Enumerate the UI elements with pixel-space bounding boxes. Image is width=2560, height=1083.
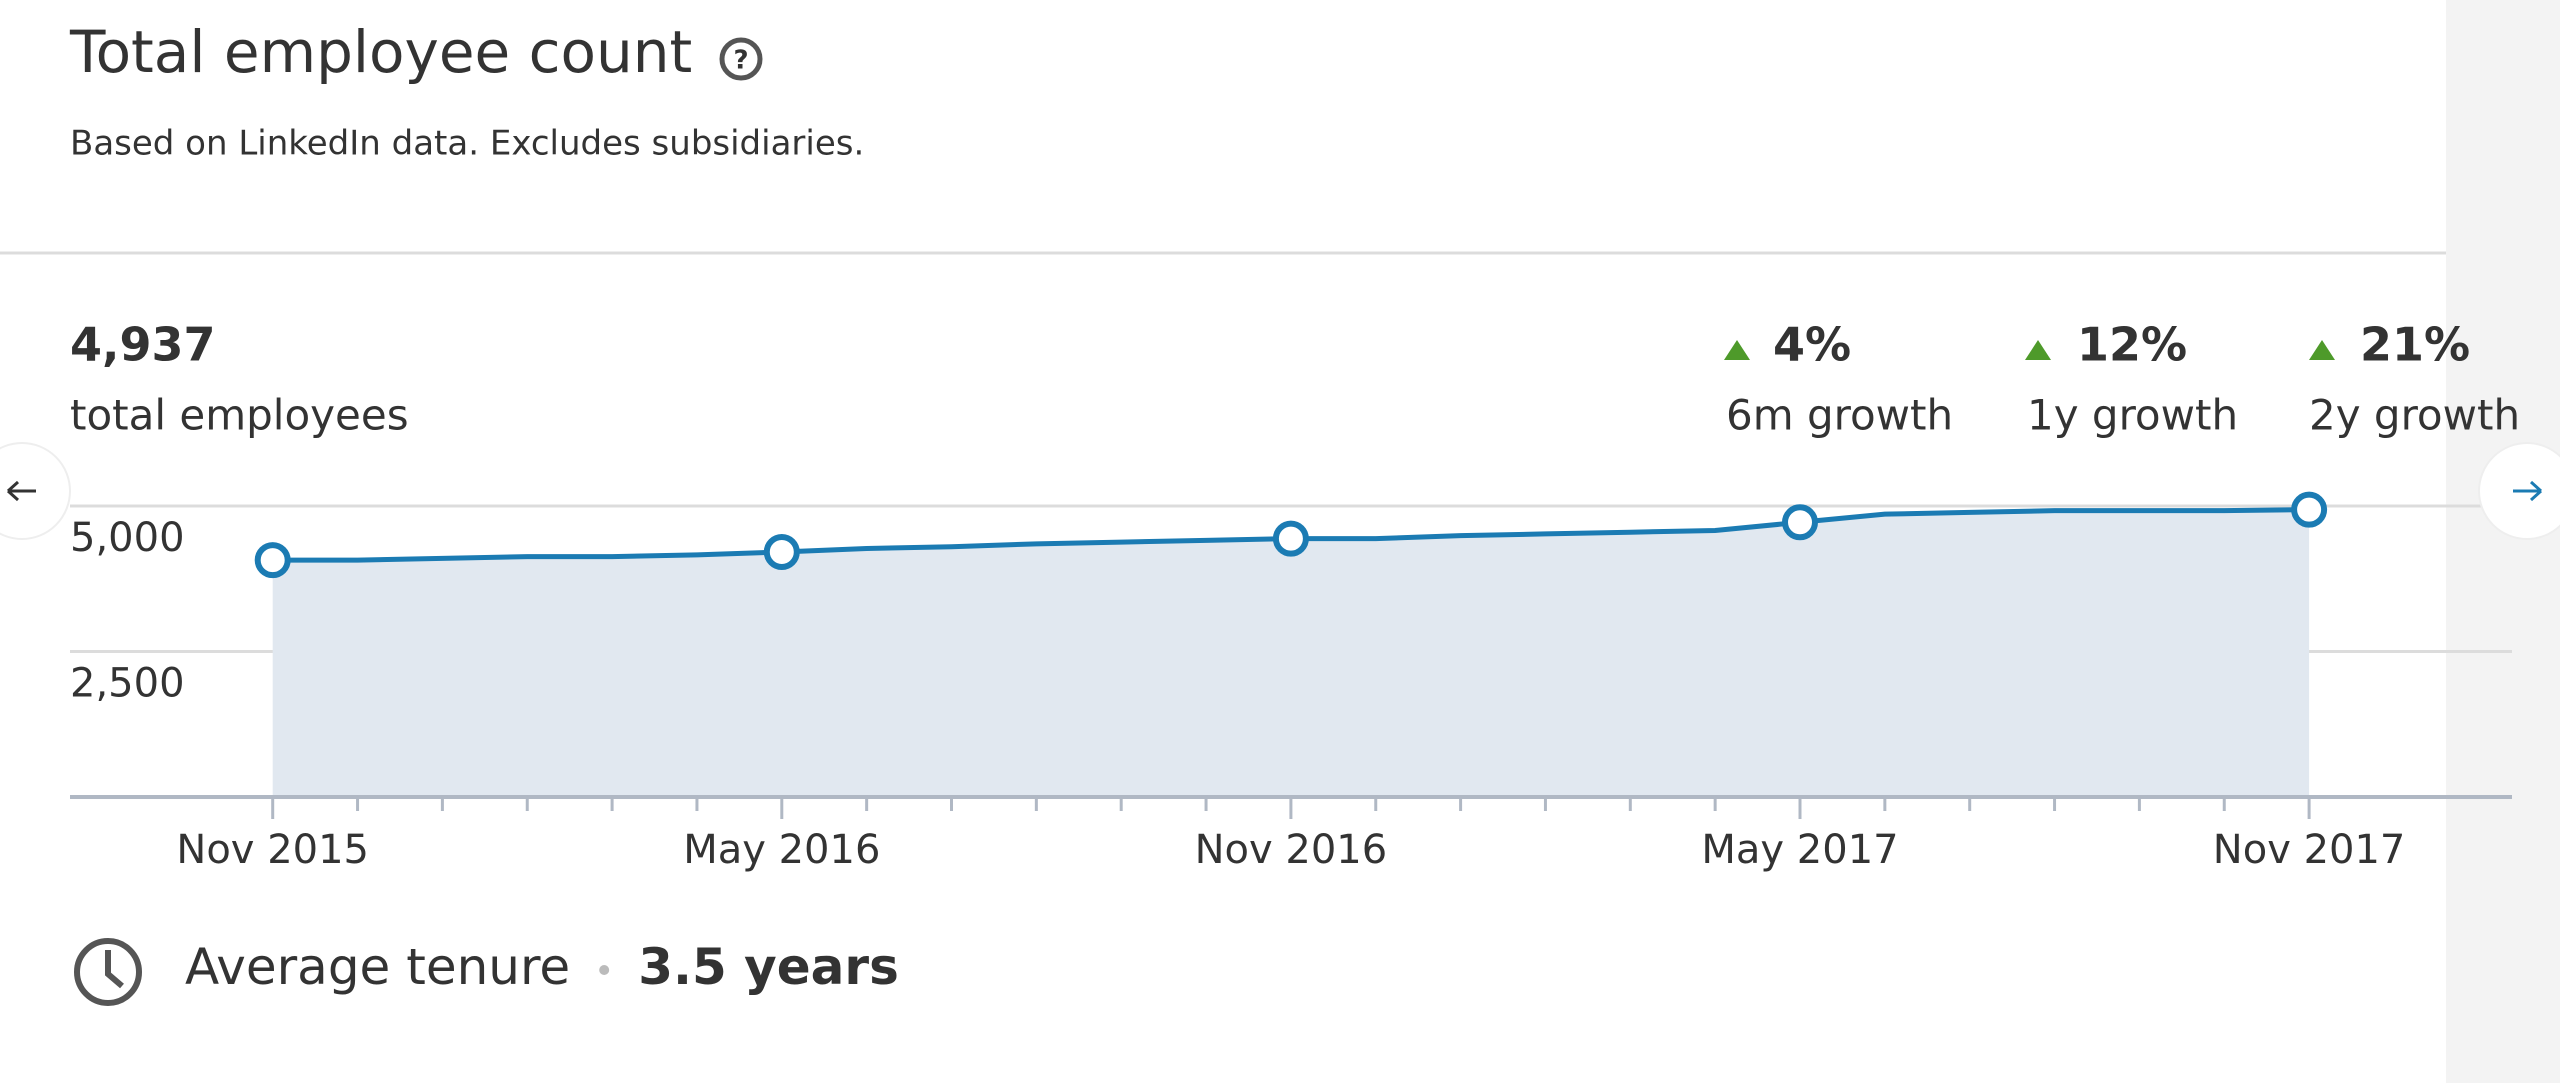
- point-marker: [2291, 491, 2328, 528]
- x-tick-label: May 2016: [683, 827, 880, 873]
- growth-arrow: [2309, 340, 2335, 360]
- next-button[interactable]: [2478, 442, 2560, 540]
- growth-label: 2y growth: [2309, 391, 2520, 440]
- tenure-label: Average tenure: [185, 938, 570, 996]
- growth-value: 12%: [2077, 318, 2187, 372]
- growth-label: 1y growth: [2027, 391, 2238, 440]
- y-tick-label: 2,500: [70, 661, 185, 707]
- area: [272, 509, 2310, 797]
- chart: 2,500 5,000 Nov 2015 May 2016 Nov 2016 May 20…: [70, 491, 2512, 873]
- prev-button[interactable]: [0, 442, 71, 540]
- growth-value: 21%: [2360, 318, 2470, 372]
- clock-icon: [74, 938, 142, 1006]
- x-tick-label: Nov 2015: [176, 827, 369, 873]
- y-tick-label: 5,000: [70, 515, 185, 561]
- tenure: Average tenure 3.5 years: [185, 938, 899, 996]
- growth-arrow: [2025, 340, 2051, 360]
- help-icon[interactable]: ?: [719, 37, 763, 81]
- point-marker: [1272, 520, 1309, 557]
- title: Total employee count: [69, 18, 692, 86]
- tenure-value: 3.5 years: [638, 938, 899, 996]
- svg-text:?: ?: [733, 46, 748, 76]
- total-count: 4,937: [70, 318, 216, 372]
- growth-label: 6m growth: [1726, 391, 1953, 440]
- x-tick-label: May 2017: [1701, 827, 1898, 873]
- point-marker: [763, 533, 800, 570]
- subtitle: Based on LinkedIn data. Excludes subsidi…: [70, 124, 864, 164]
- point-marker: [254, 542, 291, 579]
- growth-value: 4%: [1773, 318, 1851, 372]
- x-tick-label: Nov 2017: [2213, 827, 2406, 873]
- growth-arrow: [1724, 340, 1750, 360]
- x-tick-label: Nov 2016: [1195, 827, 1388, 873]
- side-panel: [2446, 0, 2560, 1083]
- separator-dot: [599, 965, 610, 975]
- total-label: total employees: [70, 391, 409, 440]
- point-marker: [1782, 504, 1818, 541]
